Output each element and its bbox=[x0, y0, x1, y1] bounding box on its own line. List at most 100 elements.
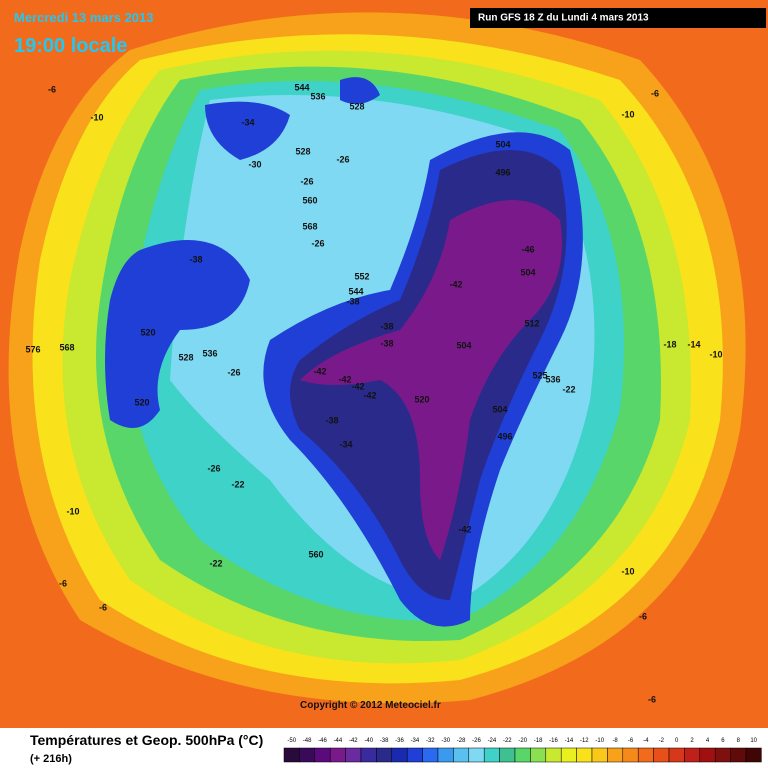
legend-value: 10 bbox=[750, 738, 757, 744]
legend-value: 2 bbox=[690, 738, 694, 744]
contour-label: 568 bbox=[302, 221, 317, 231]
contour-label: -42 bbox=[338, 374, 351, 384]
date-label: Mercredi 13 mars 2013 bbox=[14, 10, 153, 25]
contour-label: -10 bbox=[709, 349, 722, 359]
legend-value: 6 bbox=[721, 738, 725, 744]
legend-value: -42 bbox=[349, 738, 358, 744]
legend-value: -8 bbox=[612, 738, 618, 744]
contour-label: 496 bbox=[495, 167, 510, 177]
legend-swatch bbox=[607, 747, 624, 763]
contour-label: -42 bbox=[351, 381, 364, 391]
contour-label: 536 bbox=[545, 374, 560, 384]
contour-label: -22 bbox=[209, 558, 222, 568]
run-label: Run GFS 18 Z du Lundi 4 mars 2013 bbox=[478, 13, 649, 24]
contour-label: 536 bbox=[310, 91, 325, 101]
contour-label: -26 bbox=[311, 238, 324, 248]
legend-value: -16 bbox=[549, 738, 558, 744]
legend-value: -46 bbox=[318, 738, 327, 744]
contour-label: -6 bbox=[648, 694, 656, 704]
contour-label: 520 bbox=[134, 397, 149, 407]
contour-label: -6 bbox=[651, 88, 659, 98]
legend-swatch bbox=[668, 747, 685, 763]
legend-swatch bbox=[314, 747, 331, 763]
legend-swatch bbox=[345, 747, 362, 763]
legend-value: -26 bbox=[472, 738, 481, 744]
legend-value: 4 bbox=[706, 738, 710, 744]
contour-label: -42 bbox=[363, 390, 376, 400]
contour-label: 560 bbox=[302, 195, 317, 205]
contour-label: 568 bbox=[59, 342, 74, 352]
legend-swatch bbox=[560, 747, 577, 763]
contour-label: -6 bbox=[99, 602, 107, 612]
contour-label: -26 bbox=[227, 367, 240, 377]
footer-forecast: (+ 216h) bbox=[30, 753, 72, 765]
contour-label: -30 bbox=[248, 159, 261, 169]
contour-label: -18 bbox=[663, 339, 676, 349]
legend-swatch bbox=[514, 747, 531, 763]
legend-value: -4 bbox=[643, 738, 649, 744]
contour-label: -22 bbox=[562, 384, 575, 394]
legend-value: -40 bbox=[364, 738, 373, 744]
contour-label: -26 bbox=[336, 154, 349, 164]
legend-value: -6 bbox=[628, 738, 634, 744]
contour-label: 552 bbox=[354, 271, 369, 281]
copyright: Copyright © 2012 Meteociel.fr bbox=[300, 700, 441, 711]
legend-swatch bbox=[530, 747, 547, 763]
legend-swatch bbox=[391, 747, 408, 763]
contour-label: 525 bbox=[532, 370, 547, 380]
contour-label: -42 bbox=[313, 366, 326, 376]
legend-swatch bbox=[653, 747, 670, 763]
contour-label: -38 bbox=[380, 338, 393, 348]
legend-value: -22 bbox=[503, 738, 512, 744]
contour-label: -42 bbox=[449, 279, 462, 289]
legend-swatch bbox=[745, 747, 762, 763]
contour-label: -38 bbox=[346, 296, 359, 306]
legend-swatch bbox=[699, 747, 716, 763]
legend-swatch bbox=[576, 747, 593, 763]
contour-label: 520 bbox=[140, 327, 155, 337]
legend-value: -14 bbox=[565, 738, 574, 744]
legend-swatch bbox=[499, 747, 516, 763]
legend-swatch bbox=[468, 747, 485, 763]
contour-label: -14 bbox=[687, 339, 700, 349]
contour-label: -38 bbox=[380, 321, 393, 331]
contour-label: -6 bbox=[48, 84, 56, 94]
legend-swatch bbox=[406, 747, 423, 763]
contour-label: 520 bbox=[414, 394, 429, 404]
contour-label: -22 bbox=[231, 479, 244, 489]
run-bar bbox=[470, 8, 766, 28]
legend-value: -50 bbox=[287, 738, 296, 744]
legend-value: -28 bbox=[457, 738, 466, 744]
contour-label: -46 bbox=[521, 244, 534, 254]
legend-swatch bbox=[714, 747, 731, 763]
contour-label: -10 bbox=[90, 112, 103, 122]
contour-label: -42 bbox=[458, 524, 471, 534]
legend-swatch bbox=[730, 747, 747, 763]
contour-label: 512 bbox=[524, 318, 539, 328]
legend-value: -36 bbox=[395, 738, 404, 744]
contour-label: 504 bbox=[492, 404, 507, 414]
legend-swatch bbox=[622, 747, 639, 763]
footer-title: Températures et Geop. 500hPa (°C) bbox=[30, 732, 263, 748]
legend-value: -44 bbox=[334, 738, 343, 744]
legend-swatch bbox=[329, 747, 346, 763]
color-legend: -50 -48 -46 -44 -42 -40 -38 -36 -34 -32 -30 -28 -26-… bbox=[283, 738, 762, 763]
contour-label: 576 bbox=[25, 344, 40, 354]
legend-swatch bbox=[545, 747, 562, 763]
legend-value: -10 bbox=[595, 738, 604, 744]
legend-value: -12 bbox=[580, 738, 589, 744]
contour-label: -34 bbox=[339, 439, 352, 449]
contour-label: 496 bbox=[497, 431, 512, 441]
legend-swatch bbox=[360, 747, 377, 763]
legend-swatch bbox=[453, 747, 470, 763]
time-label: 19:00 locale bbox=[14, 35, 127, 57]
contour-label: 560 bbox=[308, 549, 323, 559]
legend-value: -2 bbox=[659, 738, 665, 744]
contour-label: -34 bbox=[241, 117, 254, 127]
legend-value: -20 bbox=[518, 738, 527, 744]
legend-swatch bbox=[591, 747, 608, 763]
legend-swatch bbox=[422, 747, 439, 763]
